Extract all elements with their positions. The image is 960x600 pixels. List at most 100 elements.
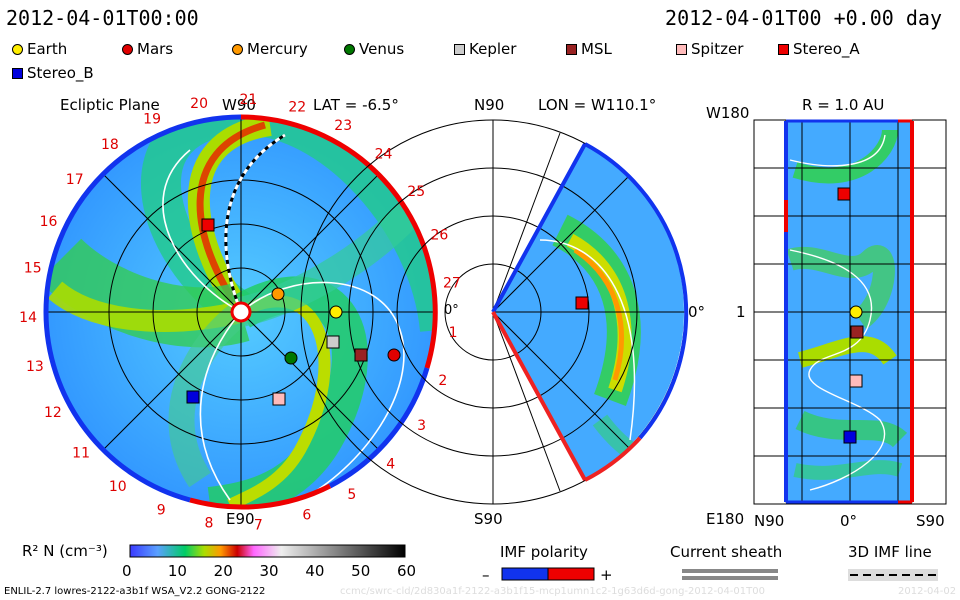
- footer-path: ccmc/swrc-cld/2d830a1f-2122-a3b1f15-mcp1…: [340, 586, 765, 597]
- rotation-number: 27: [443, 275, 461, 291]
- meridional-right-label: 0°: [688, 303, 706, 321]
- legend-label: Mercury: [247, 40, 308, 58]
- legend-item-stereo-b: Stereo_B: [12, 64, 94, 82]
- radial-spitzer-marker: [849, 374, 863, 388]
- msl-marker: [354, 348, 368, 362]
- stereo-a-marker: [201, 218, 215, 232]
- ecliptic-top-label: W90: [222, 96, 256, 114]
- legend-label: Earth: [27, 40, 68, 58]
- colorbar-tick: 10: [167, 562, 187, 580]
- legend-item-msl: MSL: [566, 40, 612, 58]
- circle-marker-icon: [344, 43, 355, 55]
- colorbar-tick: 0: [122, 562, 132, 580]
- current-sheath-line-1: [682, 569, 778, 573]
- rotation-number: 6: [302, 508, 311, 524]
- spitzer-marker: [272, 392, 286, 406]
- legend-label: MSL: [581, 40, 612, 58]
- imf-polarity-label: IMF polarity: [500, 543, 588, 561]
- rotation-number: 23: [334, 118, 352, 134]
- colorbar-tick: 50: [351, 562, 371, 580]
- imf-negative-bar: [501, 567, 549, 581]
- ecliptic-plot: [43, 114, 438, 510]
- legend-item-spitzer: Spitzer: [676, 40, 743, 58]
- meridional-stereo-a-marker: [575, 296, 589, 310]
- radial-earth-marker: [849, 305, 863, 319]
- rotation-number: 14: [19, 310, 37, 326]
- legend-item-earth: Earth: [12, 40, 67, 58]
- earth-marker: [329, 305, 343, 319]
- kepler-marker: [326, 335, 340, 349]
- rotation-number: 19: [143, 111, 161, 127]
- radial-mid-label: 1: [736, 303, 746, 321]
- square-marker-icon: [566, 43, 577, 55]
- rotation-number: 25: [407, 184, 425, 200]
- legend-label: Spitzer: [691, 40, 744, 58]
- colorbar-tick: 40: [305, 562, 325, 580]
- rotation-number: 4: [386, 457, 395, 473]
- radial-bottom-label: E180: [706, 510, 745, 528]
- meridional-top-label: N90: [474, 96, 505, 114]
- legend-item-stereo-a: Stereo_A: [778, 40, 860, 58]
- colorbar-tick: 30: [259, 562, 279, 580]
- rotation-number: 18: [101, 137, 119, 153]
- legend-label: Stereo_A: [793, 40, 860, 58]
- colorbar-tick: 20: [213, 562, 233, 580]
- rotation-number: 8: [204, 516, 213, 532]
- imf-line-label: 3D IMF line: [848, 543, 932, 561]
- meridional-bottom-label: S90: [474, 510, 503, 528]
- rotation-number: 7: [254, 517, 263, 533]
- rotation-number: 21: [239, 92, 257, 108]
- rotation-number: 5: [347, 487, 356, 503]
- square-marker-icon: [676, 43, 687, 55]
- circle-marker-icon: [232, 43, 243, 55]
- rotation-number: 10: [109, 479, 127, 495]
- legend-label: Mars: [137, 40, 174, 58]
- legend-item-mars: Mars: [122, 40, 173, 58]
- datetime-title: 2012-04-01T00:00: [6, 6, 199, 30]
- colorbar-tick: 60: [397, 562, 417, 580]
- legend-label: Venus: [359, 40, 405, 58]
- imf-positive-bar: [547, 567, 595, 581]
- rotation-number: 24: [375, 147, 393, 163]
- rotation-number: 13: [26, 359, 44, 375]
- square-marker-icon: [778, 43, 789, 55]
- ecliptic-title: Ecliptic Plane: [60, 96, 160, 114]
- radial-stereo-b-marker: [843, 430, 857, 444]
- density-spirals: [46, 117, 436, 507]
- square-marker-icon: [454, 43, 465, 55]
- rotation-number: 11: [72, 446, 90, 462]
- circle-marker-icon: [12, 43, 23, 55]
- rotation-number: 26: [430, 228, 448, 244]
- colorbar: [129, 544, 406, 558]
- legend-item-kepler: Kepler: [454, 40, 516, 58]
- colorbar-label: R² N (cm⁻³): [22, 542, 108, 560]
- ecliptic-lat-label: LAT = -6.5°: [313, 96, 399, 114]
- radial-stereo-a-marker: [837, 187, 851, 201]
- imf-minus-label: –: [482, 566, 490, 584]
- current-sheath-line-2: [682, 576, 778, 580]
- meridional-lon-label: LON = W110.1°: [538, 96, 657, 114]
- footer-model: ENLIL-2.7 lowres-2122-a3b1f WSA_V2.2 GON…: [4, 586, 266, 597]
- square-marker-icon: [12, 67, 23, 79]
- rotation-number: 3: [417, 418, 426, 434]
- ecliptic-bottom-label: E90: [226, 510, 255, 528]
- rotation-number: 12: [44, 405, 62, 421]
- radial-msl-marker: [850, 325, 864, 339]
- legend-item-mercury: Mercury: [232, 40, 308, 58]
- radial-top-label: W180: [706, 104, 750, 122]
- stereo-b-marker: [186, 390, 200, 404]
- current-sheath-label: Current sheath: [670, 543, 783, 561]
- radial-x-right: S90: [916, 512, 945, 530]
- rotation-number: 1: [449, 325, 458, 341]
- meridional-plot: [300, 119, 689, 505]
- rotation-number: 16: [40, 214, 58, 230]
- rotation-number: 17: [66, 172, 84, 188]
- mars-marker: [387, 348, 401, 362]
- imf-plus-label: +: [600, 566, 613, 584]
- rotation-number: 9: [157, 503, 166, 519]
- legend-item-venus: Venus: [344, 40, 404, 58]
- ecliptic-right-label: 0°: [444, 303, 459, 318]
- legend-label: Kepler: [469, 40, 517, 58]
